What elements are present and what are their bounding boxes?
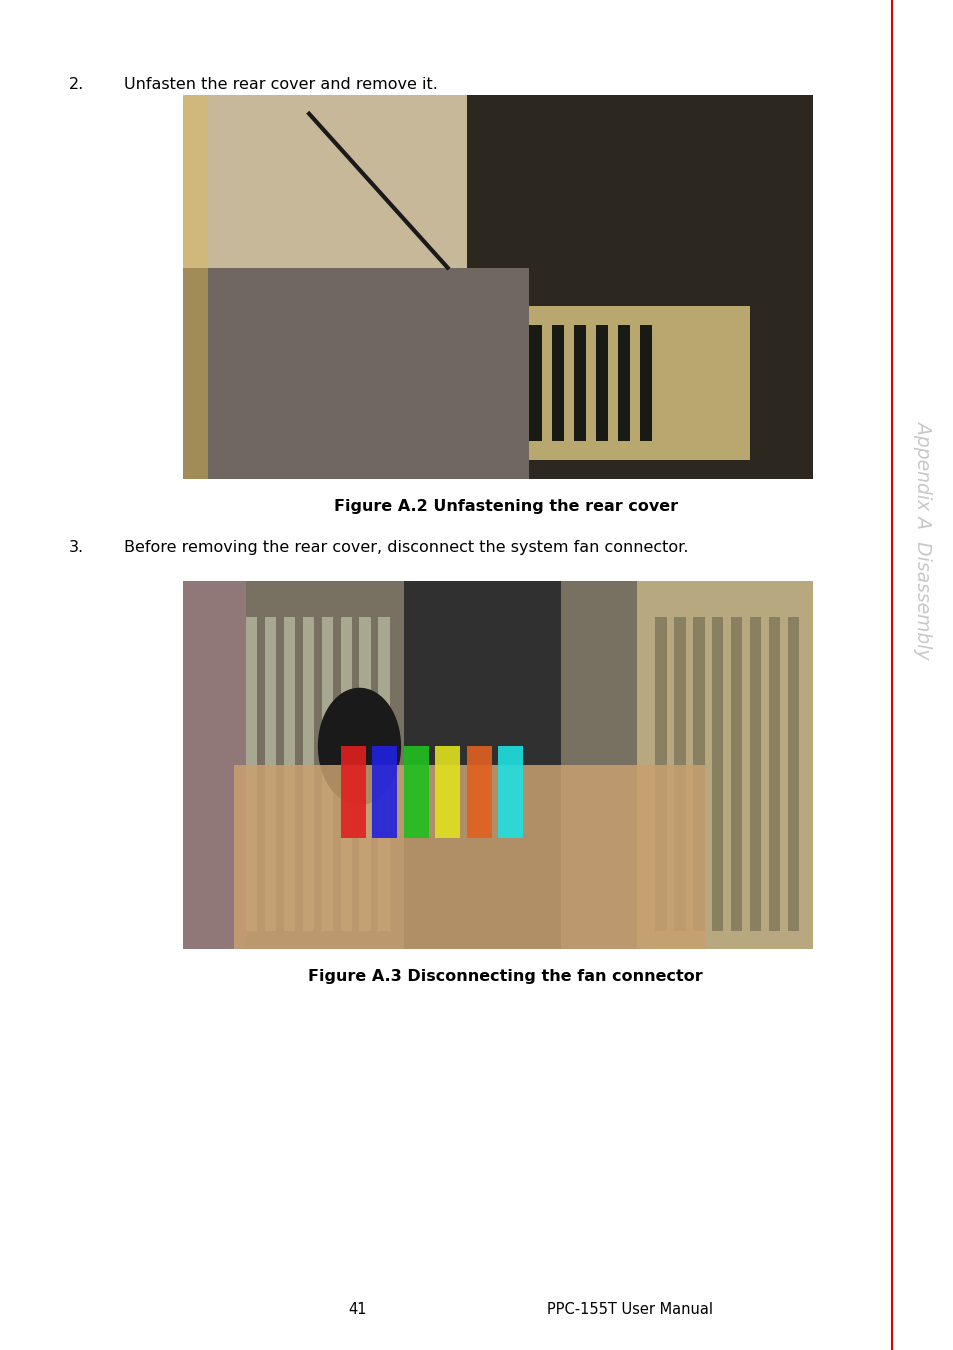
Text: Before removing the rear cover, disconnect the system fan connector.: Before removing the rear cover, disconne… — [124, 540, 688, 555]
Bar — [636, 580, 812, 949]
Bar — [466, 747, 491, 838]
Bar — [340, 617, 352, 930]
Text: Unfasten the rear cover and remove it.: Unfasten the rear cover and remove it. — [124, 77, 437, 92]
Bar — [529, 306, 749, 460]
Bar — [711, 617, 722, 930]
Bar — [655, 617, 666, 930]
Bar — [233, 765, 705, 949]
Bar — [674, 617, 685, 930]
Bar — [551, 325, 563, 440]
Text: Figure A.3 Disconnecting the fan connector: Figure A.3 Disconnecting the fan connect… — [308, 969, 702, 984]
Text: 3.: 3. — [69, 540, 84, 555]
Bar — [302, 617, 314, 930]
Bar — [529, 325, 541, 440]
Text: 41: 41 — [348, 1301, 367, 1318]
Bar — [265, 617, 276, 930]
Bar — [787, 617, 798, 930]
Bar — [617, 325, 630, 440]
Circle shape — [318, 688, 400, 805]
Bar — [208, 267, 529, 479]
Bar — [639, 325, 652, 440]
Bar — [768, 617, 780, 930]
Bar — [246, 617, 257, 930]
Bar — [372, 747, 396, 838]
Bar — [573, 325, 585, 440]
Bar — [183, 95, 812, 479]
Bar — [340, 747, 365, 838]
Text: 2.: 2. — [69, 77, 84, 92]
Bar — [321, 617, 333, 930]
Bar — [359, 617, 371, 930]
Bar — [693, 617, 703, 930]
Bar — [183, 580, 246, 949]
Bar — [378, 617, 389, 930]
Bar — [749, 617, 760, 930]
Text: Figure A.2 Unfastening the rear cover: Figure A.2 Unfastening the rear cover — [334, 500, 677, 514]
Bar — [183, 95, 812, 479]
Bar — [435, 747, 459, 838]
Bar — [403, 580, 560, 949]
Bar — [183, 95, 208, 479]
Bar — [730, 617, 741, 930]
Text: PPC-155T User Manual: PPC-155T User Manual — [546, 1301, 712, 1318]
Bar — [595, 325, 608, 440]
Bar — [183, 580, 812, 949]
Bar — [497, 747, 522, 838]
Bar — [284, 617, 294, 930]
Text: Appendix A  Disassembly: Appendix A Disassembly — [913, 421, 932, 659]
Bar — [183, 95, 466, 267]
Bar — [403, 747, 428, 838]
